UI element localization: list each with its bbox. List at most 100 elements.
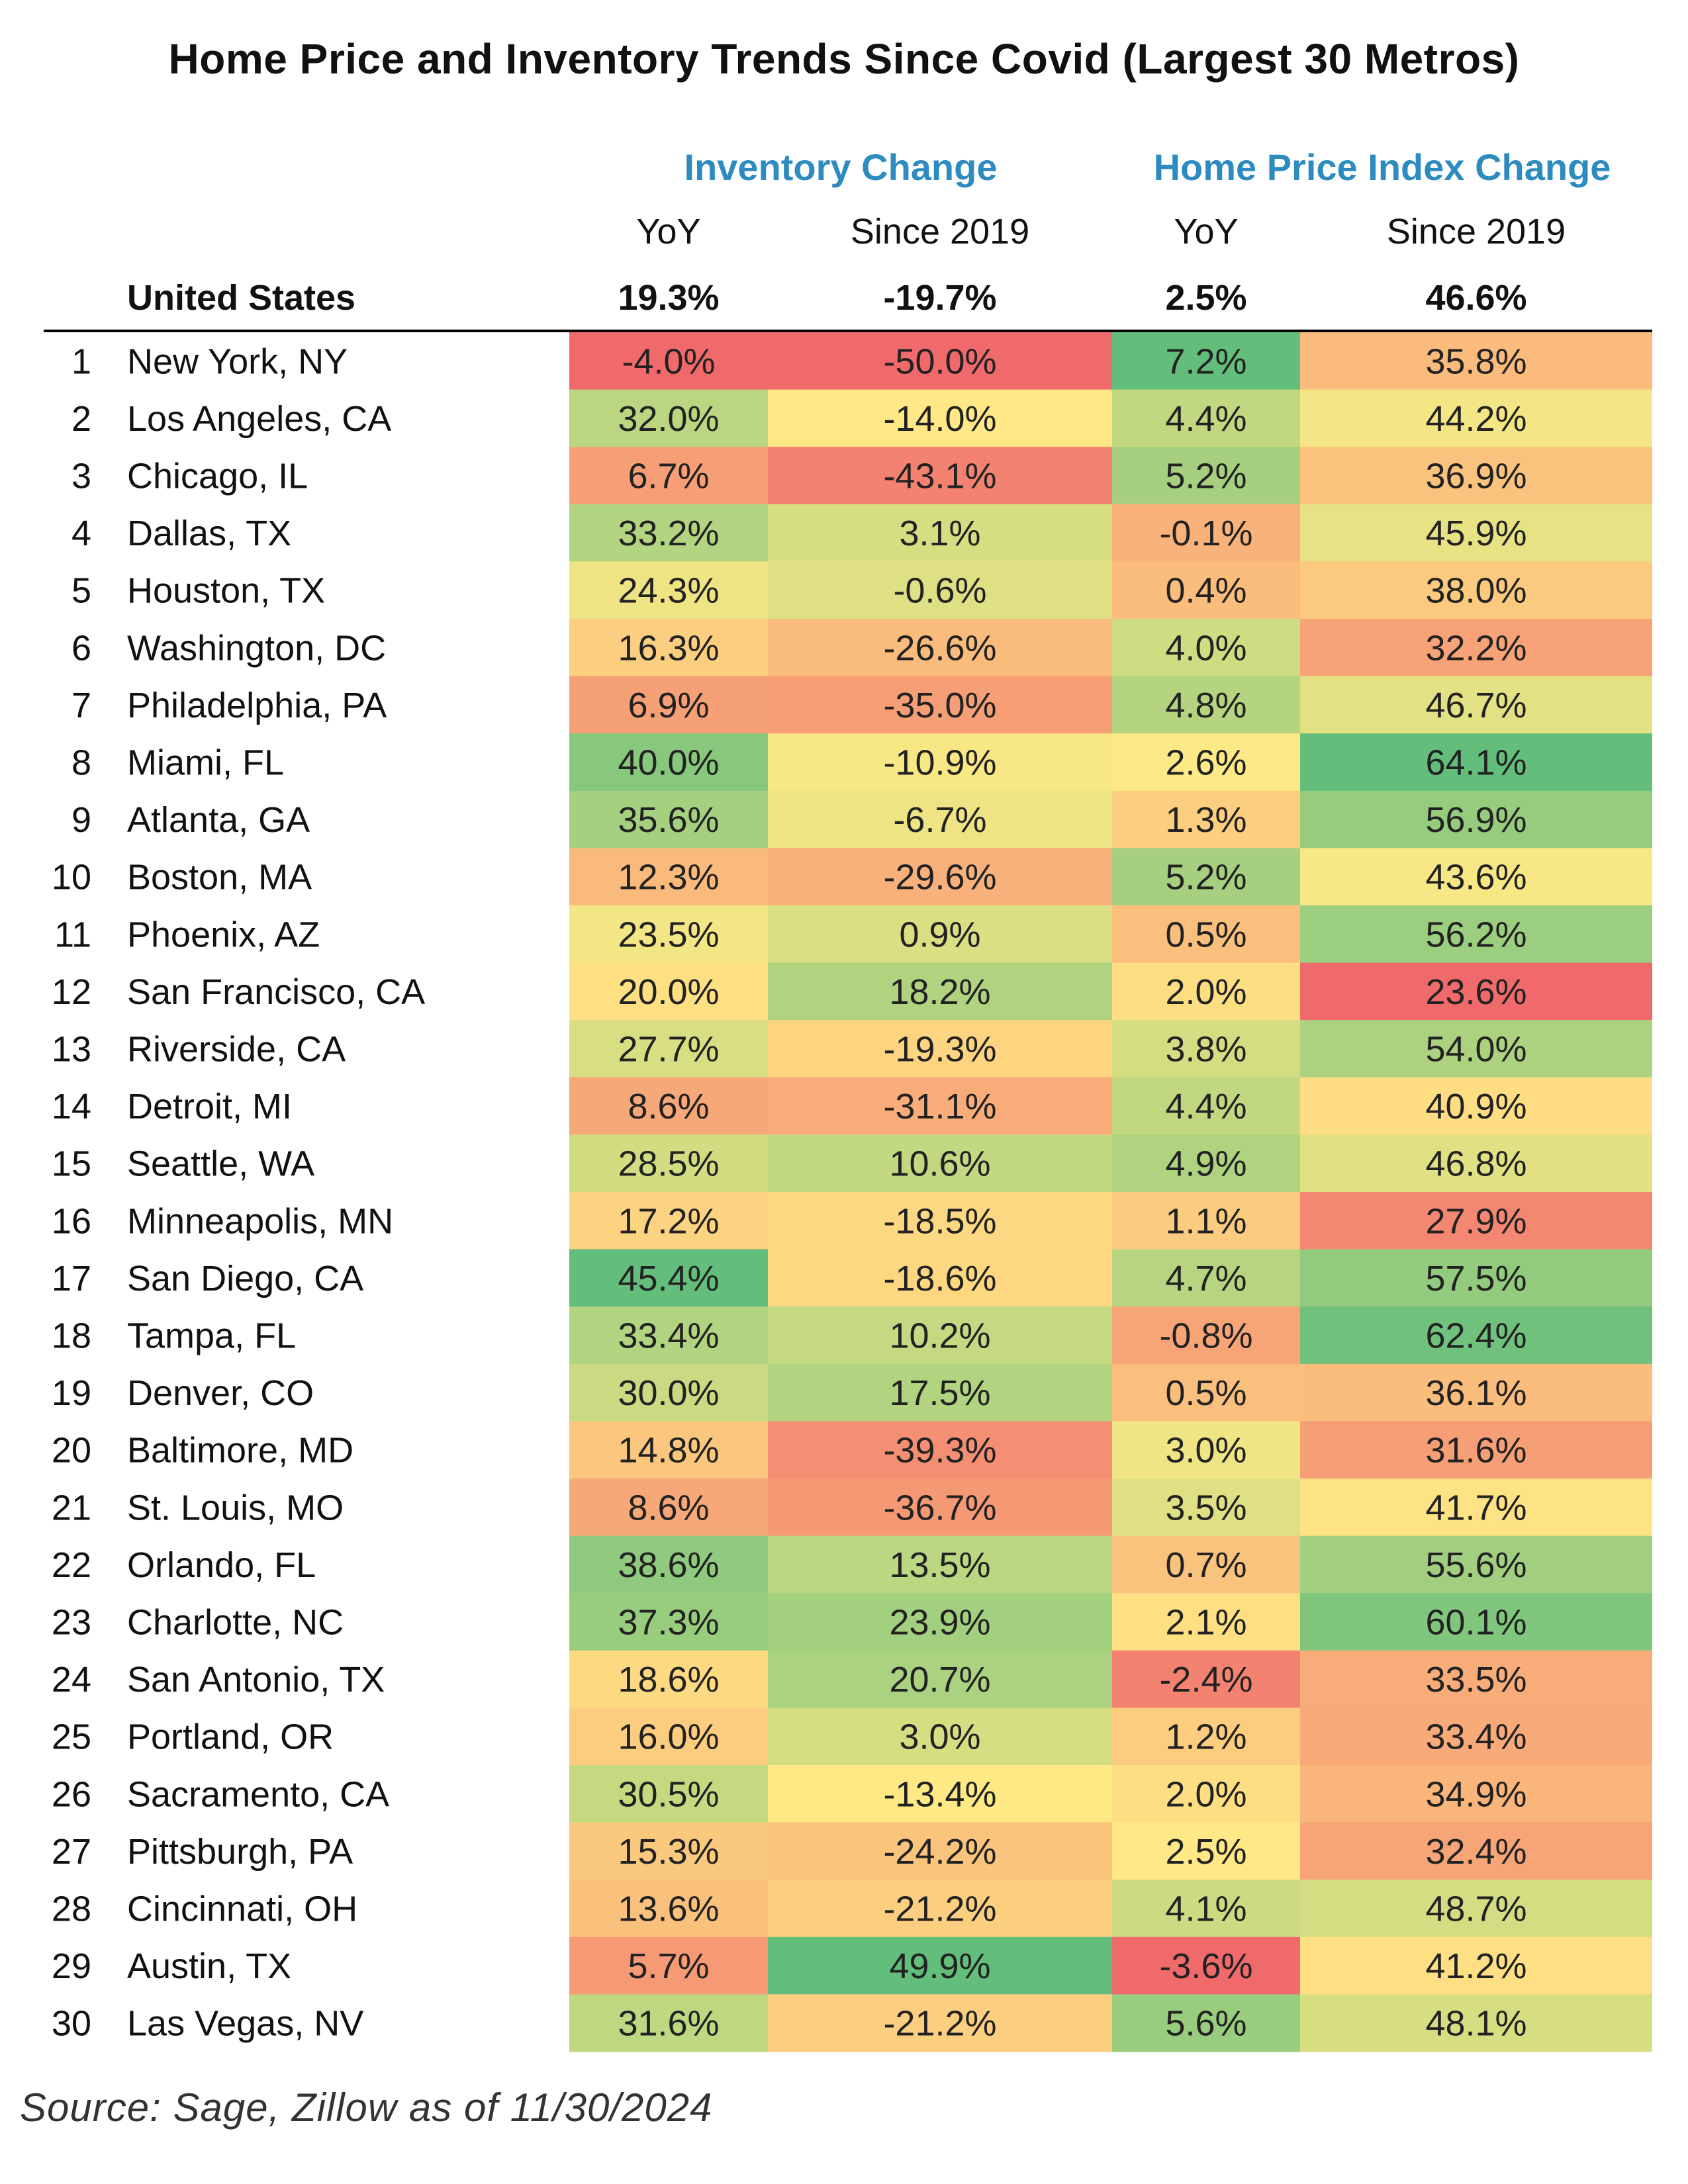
heatmap-cell bbox=[768, 332, 1112, 390]
heatmap-cell bbox=[1300, 1363, 1652, 1422]
heatmap-cell bbox=[569, 676, 768, 734]
heatmap-cell bbox=[1300, 1936, 1652, 1995]
heatmap-cell bbox=[1112, 1479, 1300, 1537]
row-rank: 20 bbox=[52, 1431, 91, 1471]
heatmap-cell bbox=[1112, 1822, 1300, 1880]
row-rank: 13 bbox=[52, 1030, 91, 1069]
heatmap-cell bbox=[1112, 619, 1300, 677]
cell-value: 40.0% bbox=[618, 743, 719, 783]
cell-value: 60.1% bbox=[1425, 1603, 1526, 1643]
heatmap-cell bbox=[569, 1306, 768, 1365]
heatmap-cell bbox=[1112, 504, 1300, 562]
row-metro: Charlotte, NC bbox=[127, 1603, 344, 1643]
row-rank: 11 bbox=[54, 915, 91, 954]
row-rank: 21 bbox=[52, 1488, 91, 1527]
row-rank: 26 bbox=[52, 1774, 91, 1814]
heatmap-cell bbox=[1112, 962, 1300, 1021]
row-rank: 6 bbox=[71, 628, 91, 668]
cell-value: 27.9% bbox=[1425, 1201, 1526, 1241]
cell-value: 1.1% bbox=[1165, 1201, 1246, 1241]
cell-value: 27.7% bbox=[618, 1030, 719, 1069]
cell-value: 32.4% bbox=[1425, 1832, 1526, 1872]
heatmap-cell bbox=[768, 1650, 1112, 1708]
row-metro: Denver, CO bbox=[127, 1373, 314, 1413]
heatmap-cell bbox=[569, 1936, 768, 1995]
cell-value: -36.7% bbox=[883, 1488, 996, 1527]
cell-value: 32.0% bbox=[618, 399, 719, 439]
cell-value: 4.7% bbox=[1165, 1259, 1246, 1298]
cell-value: -19.3% bbox=[883, 1030, 996, 1069]
heatmap-cell bbox=[1112, 389, 1300, 447]
heatmap-cell bbox=[1112, 1994, 1300, 2052]
heatmap-cell bbox=[1112, 1593, 1300, 1651]
cell-value: 48.7% bbox=[1425, 1889, 1526, 1929]
cell-value: 16.3% bbox=[618, 628, 719, 668]
summary-value-1: 19.3% bbox=[618, 278, 719, 318]
cell-value: 6.9% bbox=[628, 686, 709, 725]
cell-value: 0.5% bbox=[1165, 915, 1246, 954]
cell-value: 3.0% bbox=[899, 1717, 980, 1757]
cell-value: 23.5% bbox=[618, 915, 719, 954]
heatmap-cell bbox=[1300, 1593, 1652, 1651]
row-metro: San Antonio, TX bbox=[127, 1660, 385, 1700]
heatmap-cell bbox=[1300, 1650, 1652, 1708]
heatmap-cell bbox=[1112, 1880, 1300, 1938]
heatmap-cell bbox=[768, 676, 1112, 734]
cell-value: 0.4% bbox=[1165, 571, 1246, 611]
cell-value: 1.2% bbox=[1165, 1717, 1246, 1757]
cell-value: 15.3% bbox=[618, 1832, 719, 1872]
cell-value: 3.0% bbox=[1165, 1431, 1246, 1471]
heatmap-cell bbox=[569, 733, 768, 792]
chart-title: Home Price and Inventory Trends Since Co… bbox=[168, 35, 1520, 83]
column-header-3: YoY bbox=[1174, 212, 1238, 251]
cell-value: 5.6% bbox=[1165, 2004, 1246, 2044]
cell-value: -29.6% bbox=[883, 858, 996, 897]
cell-value: 3.1% bbox=[899, 514, 980, 553]
heatmap-cell bbox=[569, 389, 768, 447]
cell-value: -0.1% bbox=[1159, 514, 1252, 553]
cell-value: 33.4% bbox=[1425, 1717, 1526, 1757]
cell-value: 28.5% bbox=[618, 1144, 719, 1184]
row-rank: 10 bbox=[52, 858, 91, 897]
cell-value: -4.0% bbox=[622, 341, 715, 381]
summary-value-3: 2.5% bbox=[1165, 278, 1246, 318]
heatmap-cell bbox=[569, 332, 768, 390]
row-rank: 4 bbox=[71, 514, 91, 553]
cell-value: 2.0% bbox=[1165, 1774, 1246, 1814]
row-metro: Miami, FL bbox=[127, 743, 284, 783]
cell-value: -39.3% bbox=[883, 1431, 996, 1471]
heatmap-cell bbox=[1300, 447, 1652, 505]
heatmap-cell bbox=[569, 1707, 768, 1766]
heatmap-cell bbox=[768, 790, 1112, 848]
row-rank: 17 bbox=[52, 1259, 91, 1298]
cell-value: 7.2% bbox=[1165, 341, 1246, 381]
row-rank: 1 bbox=[71, 341, 91, 381]
cell-value: 8.6% bbox=[628, 1087, 709, 1126]
row-metro: Dallas, TX bbox=[127, 514, 291, 553]
heatmap-cell bbox=[1300, 962, 1652, 1021]
heatmap-cell bbox=[768, 1306, 1112, 1365]
row-rank: 24 bbox=[52, 1660, 91, 1700]
heatmap-cell bbox=[1112, 676, 1300, 734]
heatmap-cell bbox=[569, 962, 768, 1021]
cell-value: 48.1% bbox=[1425, 2004, 1526, 2044]
row-rank: 3 bbox=[71, 457, 91, 496]
cell-value: 62.4% bbox=[1425, 1316, 1526, 1356]
row-rank: 25 bbox=[52, 1717, 91, 1757]
heatmap-cell bbox=[1112, 1650, 1300, 1708]
heatmap-cell bbox=[1300, 561, 1652, 619]
row-metro: Chicago, IL bbox=[127, 457, 308, 496]
cell-value: 56.9% bbox=[1425, 800, 1526, 840]
heatmap-cell bbox=[768, 1479, 1112, 1537]
heatmap-cell bbox=[569, 1535, 768, 1594]
row-rank: 14 bbox=[52, 1087, 91, 1126]
cell-value: 30.0% bbox=[618, 1373, 719, 1413]
heatmap-cell bbox=[569, 619, 768, 677]
heatmap-cell bbox=[1112, 1134, 1300, 1193]
row-rank: 12 bbox=[52, 972, 91, 1012]
cell-value: 12.3% bbox=[618, 858, 719, 897]
heatmap-cell bbox=[1300, 1707, 1652, 1766]
heatmap-cell bbox=[768, 1822, 1112, 1880]
cell-value: 49.9% bbox=[889, 1946, 990, 1986]
row-metro: Washington, DC bbox=[127, 628, 386, 668]
